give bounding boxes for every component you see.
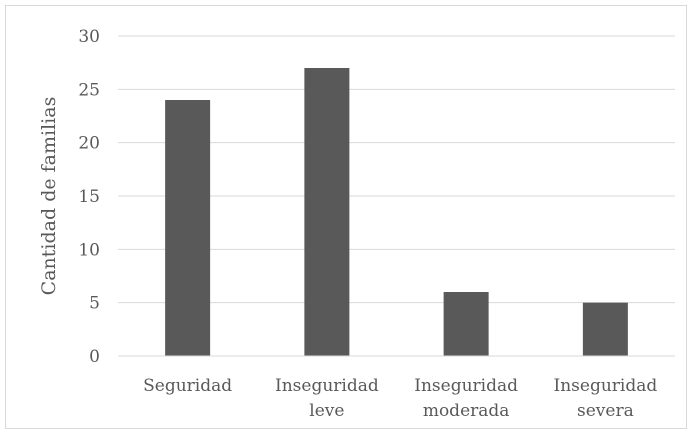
- y-tick-label: 10: [78, 240, 100, 260]
- y-tick-label: 30: [78, 27, 100, 47]
- bar-0: [165, 100, 211, 356]
- y-tick-label: 25: [78, 80, 100, 100]
- y-tick-label: 15: [78, 187, 100, 207]
- gridlines: [118, 35, 675, 304]
- category-label: Inseguridad severa: [554, 376, 658, 421]
- bar-1: [304, 68, 350, 356]
- category-label-line: severa: [577, 401, 634, 421]
- bar-2: [443, 292, 489, 356]
- category-label-line: Inseguridad: [414, 376, 518, 396]
- y-tick-labels: 0 5 10 15 20 25 30: [78, 27, 100, 367]
- y-axis-title: Cantidad de familias: [38, 97, 60, 296]
- category-label-line: moderada: [423, 401, 510, 421]
- category-label-line: Inseguridad: [275, 376, 379, 396]
- bars: [165, 68, 628, 356]
- y-tick-label: 5: [89, 294, 100, 314]
- category-label: Inseguridad moderada: [414, 376, 518, 421]
- category-label-line: Inseguridad: [554, 376, 658, 396]
- y-tick-label: 20: [78, 134, 100, 154]
- bar-3: [582, 302, 628, 356]
- category-label: Seguridad: [143, 376, 232, 396]
- category-label: Inseguridad leve: [275, 376, 379, 421]
- y-tick-label: 0: [89, 347, 100, 367]
- category-labels: Seguridad Inseguridad leve Inseguridad moder…: [143, 376, 657, 421]
- category-label-line: Seguridad: [143, 376, 232, 396]
- category-label-line: leve: [309, 401, 344, 421]
